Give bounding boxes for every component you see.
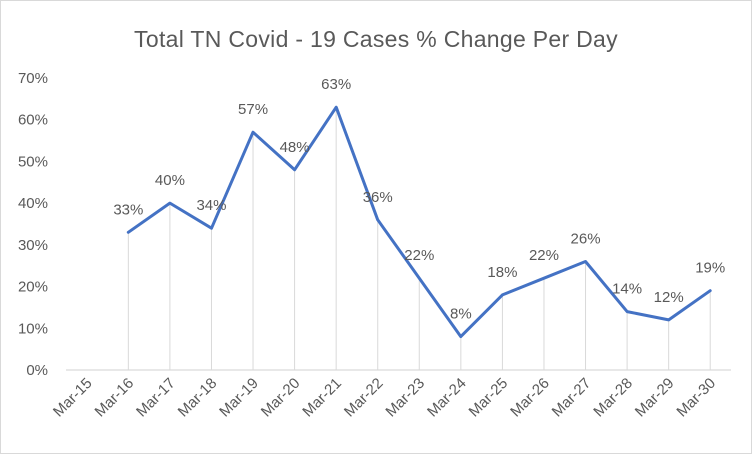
- x-tick-label: Mar-30: [673, 375, 719, 421]
- data-label: 33%: [113, 201, 143, 218]
- data-label: 14%: [612, 281, 642, 298]
- data-label: 63%: [321, 76, 351, 93]
- y-tick-label: 20%: [18, 279, 48, 296]
- data-label: 40%: [155, 172, 185, 189]
- data-label: 22%: [529, 247, 559, 264]
- y-tick-label: 40%: [18, 195, 48, 212]
- data-label: 8%: [450, 306, 472, 323]
- drop-lines: [127, 107, 711, 370]
- y-tick-label: 70%: [18, 70, 48, 87]
- data-label: 34%: [196, 197, 226, 214]
- x-tick-label: Mar-17: [133, 375, 179, 421]
- data-label: 19%: [695, 260, 725, 277]
- y-tick-label: 30%: [18, 237, 48, 254]
- data-label: 48%: [280, 139, 310, 156]
- x-tick-label: Mar-18: [175, 375, 221, 421]
- data-label: 57%: [238, 101, 268, 118]
- data-label: 36%: [363, 189, 393, 206]
- data-label: 22%: [404, 247, 434, 264]
- data-label: 12%: [654, 289, 684, 306]
- x-tick-label: Mar-26: [507, 375, 553, 421]
- x-tick-label: Mar-23: [382, 375, 428, 421]
- chart-title: Total TN Covid - 19 Cases % Change Per D…: [134, 26, 618, 52]
- x-tick-label: Mar-28: [590, 375, 636, 421]
- x-tick-label: Mar-16: [92, 375, 138, 421]
- y-tick-label: 10%: [18, 320, 48, 337]
- x-tick-label: Mar-21: [299, 375, 345, 421]
- x-axis: Mar-15Mar-16Mar-17Mar-18Mar-19Mar-20Mar-…: [50, 375, 719, 421]
- data-label: 26%: [571, 231, 601, 248]
- x-tick-label: Mar-15: [50, 375, 96, 421]
- series-line: [126, 105, 712, 339]
- x-tick-label: Mar-22: [341, 375, 387, 421]
- data-labels: 33% 40% 34% 57% 48% 63% 36% 22% 8% 18% 22% 26% 14% 12…: [113, 76, 725, 322]
- y-tick-label: 50%: [18, 153, 48, 170]
- y-tick-label: 60%: [18, 112, 48, 129]
- x-tick-label: Mar-27: [549, 375, 595, 421]
- x-tick-label: Mar-25: [466, 375, 512, 421]
- data-label: 18%: [487, 264, 517, 281]
- x-tick-label: Mar-20: [258, 375, 304, 421]
- y-tick-label: 0%: [26, 362, 48, 379]
- x-tick-label: Mar-29: [632, 375, 678, 421]
- x-tick-label: Mar-24: [424, 375, 470, 421]
- x-tick-label: Mar-19: [216, 375, 262, 421]
- y-axis: 0% 10% 20% 30% 40% 50% 60% 70%: [18, 70, 48, 379]
